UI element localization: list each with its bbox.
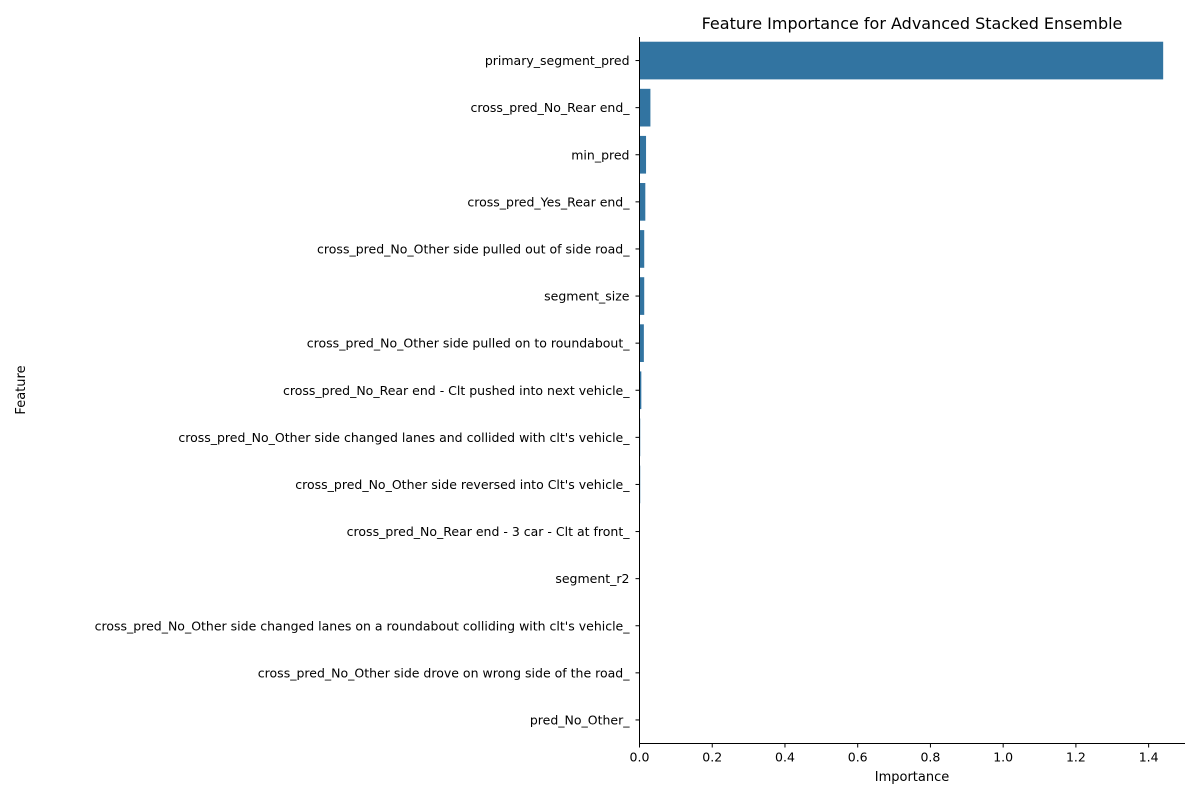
y-tick-label: cross_pred_No_Other side reversed into C… (295, 477, 630, 492)
bar (639, 135, 647, 174)
x-axis-label: Importance (875, 770, 950, 785)
bar (639, 277, 645, 315)
y-tick-label: cross_pred_No_Other side drove on wrong … (258, 665, 630, 680)
x-tick-label: 0.0 (630, 750, 650, 765)
y-tick-label: cross_pred_No_Other side pulled on to ro… (307, 336, 630, 351)
bar (639, 41, 1164, 80)
x-tick-label: 1.0 (993, 750, 1013, 765)
y-tick-label: segment_r2 (555, 571, 629, 586)
bar (639, 230, 645, 268)
y-tick-label: primary_segment_pred (485, 53, 630, 68)
y-axis-label: Feature (14, 365, 29, 414)
bars-layer (639, 41, 1164, 739)
y-ticks-layer: primary_segment_pred cross_pred_No_Rear e… (95, 53, 640, 727)
y-tick-label: cross_pred_No_Other side changed lanes o… (95, 618, 631, 633)
y-tick-label: min_pred (571, 147, 629, 162)
x-tick-label: 1.4 (1139, 750, 1159, 765)
bar (639, 88, 651, 127)
y-tick-label: cross_pred_No_Rear end_ (471, 100, 631, 115)
x-tick-label: 0.4 (775, 750, 795, 765)
y-tick-label: segment_size (544, 289, 630, 304)
x-tick-label: 1.2 (1066, 750, 1086, 765)
bar (639, 371, 642, 410)
y-tick-label: cross_pred_Yes_Rear end_ (467, 194, 630, 209)
y-tick-label: cross_pred_No_Rear end - Clt pushed into… (283, 383, 630, 398)
y-tick-label: pred_No_Other_ (530, 712, 630, 727)
x-tick-label: 0.8 (920, 750, 940, 765)
bar (639, 183, 646, 221)
y-tick-label: cross_pred_No_Rear end - 3 car - Clt at … (347, 524, 631, 539)
axes-layer (639, 37, 1185, 744)
bar (639, 324, 644, 362)
x-tick-label: 0.6 (848, 750, 868, 765)
y-tick-label: cross_pred_No_Other side changed lanes a… (178, 430, 630, 445)
x-tick-label: 0.2 (702, 750, 722, 765)
x-ticks-layer: 0.0 0.2 0.4 0.6 0.8 1.0 1.2 1.4 (630, 743, 1159, 765)
chart-title: Feature Importance for Advanced Stacked … (702, 14, 1123, 33)
y-tick-label: cross_pred_No_Other side pulled out of s… (317, 241, 630, 256)
